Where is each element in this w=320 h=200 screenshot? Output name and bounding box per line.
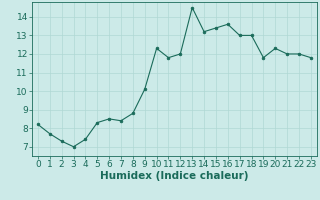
X-axis label: Humidex (Indice chaleur): Humidex (Indice chaleur) <box>100 171 249 181</box>
